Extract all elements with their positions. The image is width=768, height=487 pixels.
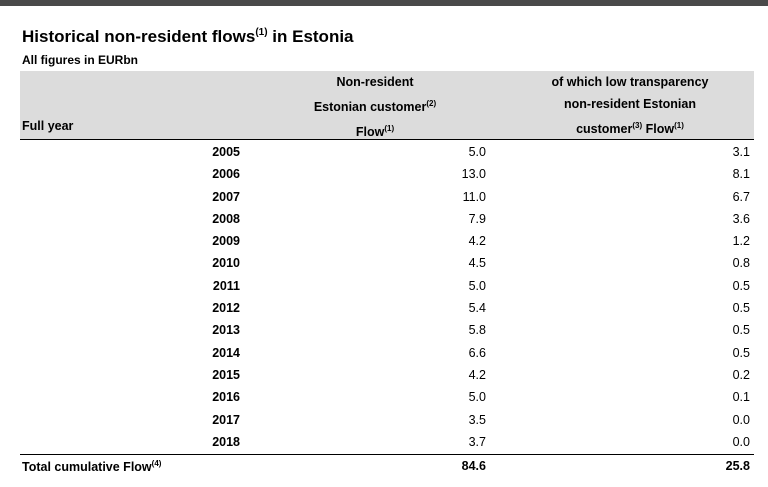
low-transparency-cell: 3.1 xyxy=(732,145,750,159)
flow-cell: 3.5 xyxy=(468,412,486,427)
flow-cell: 6.6 xyxy=(468,345,486,360)
table-row: 2013 5.8 0.5 xyxy=(20,320,754,342)
low-transparency-cell: 0.8 xyxy=(732,256,750,271)
table-header: Non-resident Estonian customer(2) Flow(1… xyxy=(20,71,754,140)
year-cell: 2008 xyxy=(212,211,240,226)
low-transparency-cell: 0.5 xyxy=(732,345,750,360)
year-cell: 2009 xyxy=(212,234,240,249)
total-flow: 84.6 xyxy=(461,459,486,473)
low-transparency-cell: 0.1 xyxy=(732,390,750,405)
year-cell: 2014 xyxy=(212,345,240,360)
year-cell: 2006 xyxy=(212,167,240,182)
year-cell: 2018 xyxy=(212,434,240,449)
table-row: 2014 6.6 0.5 xyxy=(20,343,754,365)
year-cell: 2005 xyxy=(212,145,240,159)
flow-cell: 3.7 xyxy=(468,434,486,449)
low-transparency-cell: 8.1 xyxy=(732,167,750,182)
table-row: 2018 3.7 0.0 xyxy=(20,432,754,454)
top-border xyxy=(0,0,768,6)
table-row: 2011 5.0 0.5 xyxy=(20,276,754,298)
table-body: 2005 5.0 3.1 2006 13.0 8.1 2007 11.0 6.7 2008 7.9 3… xyxy=(20,142,754,454)
flow-cell: 5.0 xyxy=(468,390,486,405)
flow-cell: 7.9 xyxy=(468,211,486,226)
year-cell: 2013 xyxy=(212,323,240,338)
table-row: 2015 4.2 0.2 xyxy=(20,365,754,387)
table-row: 2017 3.5 0.0 xyxy=(20,410,754,432)
table-row: 2007 11.0 6.7 xyxy=(20,187,754,209)
table-row: 2006 13.0 8.1 xyxy=(20,164,754,186)
low-transparency-cell: 0.2 xyxy=(732,367,750,382)
year-cell: 2011 xyxy=(212,278,240,293)
column-header-flow: Non-resident Estonian customer(2) Flow(1… xyxy=(313,75,437,139)
year-cell: 2007 xyxy=(212,189,240,204)
flow-cell: 5.8 xyxy=(468,323,486,338)
year-cell: 2016 xyxy=(212,390,240,405)
flow-cell: 4.2 xyxy=(468,367,486,382)
year-cell: 2017 xyxy=(212,412,240,427)
flow-cell: 5.0 xyxy=(468,278,486,293)
table-row: 2012 5.4 0.5 xyxy=(20,298,754,320)
year-cell: 2015 xyxy=(212,367,240,382)
total-label: Total cumulative Flow(4) xyxy=(22,459,162,474)
low-transparency-cell: 0.0 xyxy=(732,412,750,427)
column-header-low-transparency: of which low transparency non-resident E… xyxy=(551,75,709,136)
year-cell: 2010 xyxy=(212,256,240,271)
table-row: 2009 4.2 1.2 xyxy=(20,231,754,253)
low-transparency-cell: 0.5 xyxy=(732,323,750,338)
table-title: Historical non-resident flows(1) in Esto… xyxy=(22,27,354,46)
low-transparency-cell: 1.2 xyxy=(732,234,750,249)
low-transparency-cell: 3.6 xyxy=(732,211,750,226)
flow-cell: 5.0 xyxy=(468,145,486,159)
year-cell: 2012 xyxy=(212,301,240,316)
low-transparency-cell: 0.5 xyxy=(732,301,750,316)
flow-cell: 4.2 xyxy=(468,234,486,249)
table-subtitle: All figures in EURbn xyxy=(22,53,139,67)
flow-cell: 11.0 xyxy=(462,189,486,204)
table-row: 2016 5.0 0.1 xyxy=(20,387,754,409)
table-row: 2005 5.0 3.1 xyxy=(20,142,754,164)
table-row: 2010 4.5 0.8 xyxy=(20,253,754,275)
low-transparency-cell: 0.5 xyxy=(732,278,750,293)
total-low-transparency: 25.8 xyxy=(725,459,750,473)
total-row: Total cumulative Flow(4) 84.6 25.8 xyxy=(20,454,754,479)
flow-cell: 13.0 xyxy=(461,167,486,182)
low-transparency-cell: 0.0 xyxy=(732,434,750,449)
column-header-full-year: Full year xyxy=(22,119,74,133)
flow-cell: 5.4 xyxy=(468,301,486,316)
low-transparency-cell: 6.7 xyxy=(732,189,750,204)
table-row: 2008 7.9 3.6 xyxy=(20,209,754,231)
flow-cell: 4.5 xyxy=(468,256,486,271)
